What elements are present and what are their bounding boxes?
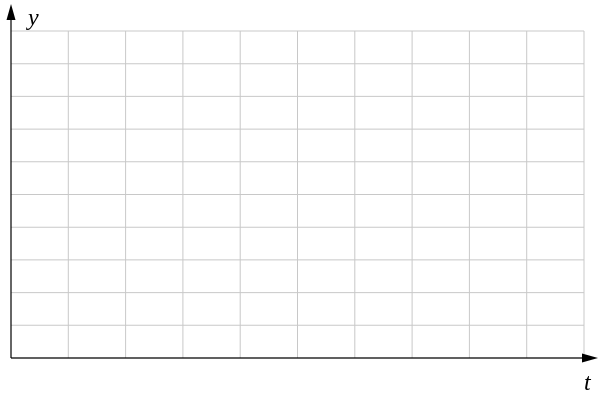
- grid-lines: [11, 30, 585, 358]
- y-axis-label: y: [26, 5, 39, 31]
- x-axis-label: t: [584, 370, 592, 396]
- y-axis-arrowhead: [6, 4, 16, 20]
- x-axis-arrowhead: [582, 353, 598, 363]
